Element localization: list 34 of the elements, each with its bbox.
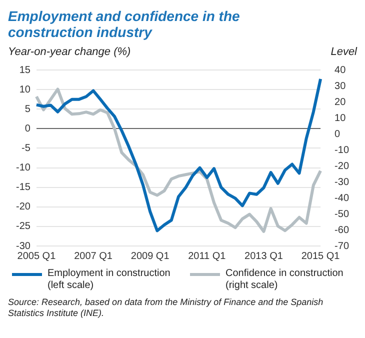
y-tick-label: 10 xyxy=(19,84,31,96)
y-tick-label: -30 xyxy=(16,240,31,252)
chart-title: Employment and confidence in the construction industry xyxy=(8,8,241,40)
y2-tick-label: -60 xyxy=(334,224,350,236)
y2-tick-label: 0 xyxy=(334,128,341,140)
y-tick-label: -5 xyxy=(22,142,31,154)
y-axis-title: Year-on-year change (%) xyxy=(8,46,131,58)
y2-tick-label: 40 xyxy=(334,64,346,76)
y2-tick-label: -30 xyxy=(334,176,350,188)
y-tick-label: -20 xyxy=(16,202,31,213)
legend-label: Employment in construction (left scale) xyxy=(48,268,172,292)
x-tick-label: 2007 Q1 xyxy=(74,250,113,262)
y-tick-label: 0 xyxy=(24,123,31,134)
y2-tick-label: -20 xyxy=(334,160,350,172)
x-tick-label: 2013 Q1 xyxy=(244,250,284,262)
legend-label: Confidence in construction (right scale) xyxy=(226,268,344,292)
y2-tick-label: -10 xyxy=(334,144,350,156)
x-tick-label: 2009 Q1 xyxy=(130,250,170,262)
y2-tick-label: 30 xyxy=(334,80,346,92)
y-tick-label: -10 xyxy=(16,162,31,174)
y-tick-label: -15 xyxy=(16,182,31,194)
x-tick-label: 2011 Q1 xyxy=(188,250,226,262)
y-tick-label: -25 xyxy=(16,221,31,232)
x-tick-label: 2005 Q1 xyxy=(17,250,56,262)
y2-tick-label: -40 xyxy=(334,192,350,204)
y2-tick-label: 20 xyxy=(334,96,346,108)
y-tick-label: 15 xyxy=(19,64,31,76)
x-tick-label: 2015 Q1 xyxy=(301,250,340,262)
y2-axis-title: Level xyxy=(330,46,357,58)
y2-tick-label: -50 xyxy=(334,208,350,220)
y-tick-label: 5 xyxy=(24,104,31,115)
y2-tick-label: 10 xyxy=(334,112,346,124)
source-note: Source: Research, based on data from the Ministry of Finance and the Spanish Statistics Institute (INE). xyxy=(8,297,324,319)
y2-tick-label: -70 xyxy=(334,240,350,252)
